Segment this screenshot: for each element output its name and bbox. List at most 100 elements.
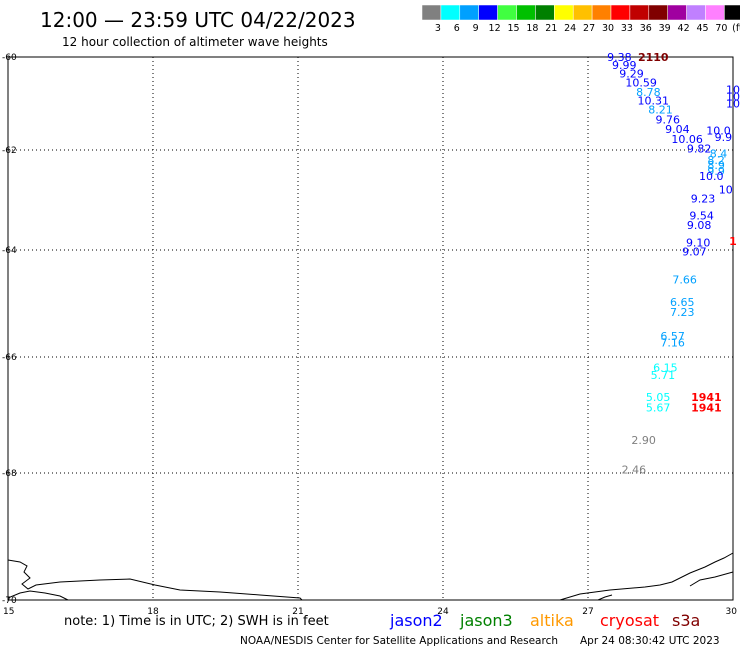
latitude-tick-label: -64 <box>2 246 17 256</box>
wave-height-label: 2.90 <box>631 434 656 447</box>
wave-height-label-clipped: 10 <box>726 84 740 97</box>
legend-swatch <box>667 4 687 21</box>
legend-label: 18 <box>526 23 538 34</box>
legend-swatch <box>724 4 740 21</box>
wave-height-label-clipped: 8.4 <box>710 148 728 161</box>
longitude-tick-label: 30 <box>726 607 738 617</box>
longitude-tick-labels: 15 18 21 24 27 30 <box>3 607 737 617</box>
legend-swatch <box>629 4 650 21</box>
legend-label: 30 <box>602 23 614 34</box>
wave-height-label: 8.21 <box>648 104 673 117</box>
legend-swatch <box>610 4 631 21</box>
legend-swatch <box>535 4 555 21</box>
wave-height-label: 10.59 <box>625 77 657 90</box>
legend-label: 27 <box>583 23 595 34</box>
wave-height-label: 6.57 <box>660 330 685 343</box>
wave-height-label: 1941 <box>691 401 722 414</box>
wave-height-label: 10.06 <box>671 133 703 146</box>
wave-height-label: 1941 <box>691 391 722 404</box>
legend-label: 36 <box>640 23 652 34</box>
legend-swatch <box>572 4 593 21</box>
longitude-tick-label: 27 <box>582 607 593 617</box>
wave-height-label: 7.66 <box>672 273 697 286</box>
legend-swatch <box>421 4 442 21</box>
longitude-tick-label: 21 <box>292 607 303 617</box>
coastline <box>7 552 734 601</box>
latitude-tick-label: -66 <box>2 353 17 363</box>
legend-swatch <box>440 4 461 21</box>
wave-height-label-clipped: 10.0 <box>699 170 724 183</box>
satellite-legend-item: jason3 <box>459 611 513 630</box>
latitude-tick-label: -62 <box>2 146 17 156</box>
wave-height-label: 9.29 <box>619 68 644 81</box>
legend-swatch <box>705 4 725 21</box>
wave-height-label: 9.08 <box>687 219 712 232</box>
legend-label: 70 <box>715 23 727 34</box>
wave-height-label-clipped: 9.9 <box>707 165 725 178</box>
wave-height-label: 5.71 <box>651 369 676 382</box>
legend-swatch <box>591 4 612 21</box>
wave-height-label-clipped: 8.2 <box>707 154 725 167</box>
satellite-legend-item: s3a <box>672 611 700 630</box>
legend-swatch <box>648 4 668 21</box>
footer-credit: NOAA/NESDIS Center for Satellite Applica… <box>240 635 558 647</box>
legend-label: 6 <box>454 23 460 34</box>
footer-timestamp: Apr 24 08:30:42 UTC 2023 <box>580 635 720 647</box>
legend-label: 15 <box>507 23 519 34</box>
satellite-legend: jason2 jason3 altika cryosat s3a <box>389 611 700 630</box>
page-subtitle: 12 hour collection of altimeter wave hei… <box>62 35 328 49</box>
wave-height-label: 6.65 <box>670 296 695 309</box>
longitude-tick-label: 24 <box>437 607 449 617</box>
legend-swatch <box>497 4 517 21</box>
map-gridlines <box>8 57 733 600</box>
page-title: 12:00 — 23:59 UTC 04/22/2023 <box>40 8 356 32</box>
wave-height-label-clipped: 10.0 <box>706 124 731 137</box>
legend-swatch <box>686 4 706 21</box>
wave-height-label: 10.31 <box>638 95 670 108</box>
latitude-tick-label: -60 <box>2 53 17 63</box>
latitude-tick-labels: -60 -62 -64 -66 -68 -70 <box>2 53 17 606</box>
wave-height-label: 5.05 <box>646 391 671 404</box>
wave-height-label-clipped: 10 <box>719 184 733 197</box>
latitude-tick-label: -70 <box>2 596 17 606</box>
legend-swatch <box>459 4 479 21</box>
satellite-legend-item: cryosat <box>600 611 659 630</box>
wave-height-label-clipped: 9.9 <box>715 131 733 144</box>
wave-height-label: 9.76 <box>656 113 681 126</box>
wave-height-label: 8.78 <box>636 86 661 99</box>
legend-label: 21 <box>545 23 557 34</box>
wave-height-label: 9.04 <box>665 123 690 136</box>
legend-unit-label: (ft) <box>732 23 740 34</box>
longitude-tick-label: 18 <box>147 607 159 617</box>
wave-height-label: 5.67 <box>646 401 671 414</box>
legend-swatch <box>478 4 498 21</box>
legend-label: 24 <box>564 23 576 34</box>
wave-height-observations: 9.38 21109.999.2910.598.7810.318.219.769.… <box>607 51 722 477</box>
wave-height-label: 2110 <box>638 51 669 64</box>
wave-height-label-clipped: 8.9 <box>707 159 725 172</box>
legend-label: 45 <box>696 23 708 34</box>
map-frame <box>7 56 734 601</box>
wave-height-label: 9.54 <box>689 210 714 223</box>
wave-height-label-clipped: 10 <box>726 98 740 111</box>
wave-height-label-clipped: 10 <box>726 91 740 104</box>
legend-swatch <box>516 4 536 21</box>
footer-note: note: 1) Time is in UTC; 2) SWH is in fe… <box>64 614 329 629</box>
satellite-legend-item: jason2 <box>389 611 443 630</box>
legend-label: 39 <box>659 23 671 34</box>
wave-height-label: 9.07 <box>682 246 707 259</box>
wave-height-label: 7.16 <box>660 337 685 350</box>
wave-height-label: 9.10 <box>686 237 711 250</box>
wave-height-label: 9.38 <box>607 51 632 64</box>
legend-swatch <box>554 4 574 21</box>
wave-height-label: 9.99 <box>612 59 637 72</box>
legend-label: 42 <box>678 23 690 34</box>
legend-label: 9 <box>473 23 479 34</box>
wave-height-label: 9.23 <box>691 193 716 206</box>
wave-height-label: 7.23 <box>670 306 695 319</box>
longitude-tick-label: 15 <box>3 607 14 617</box>
wave-height-label-clipped: 1 <box>729 235 737 248</box>
wave-height-label: 2.46 <box>622 464 647 477</box>
